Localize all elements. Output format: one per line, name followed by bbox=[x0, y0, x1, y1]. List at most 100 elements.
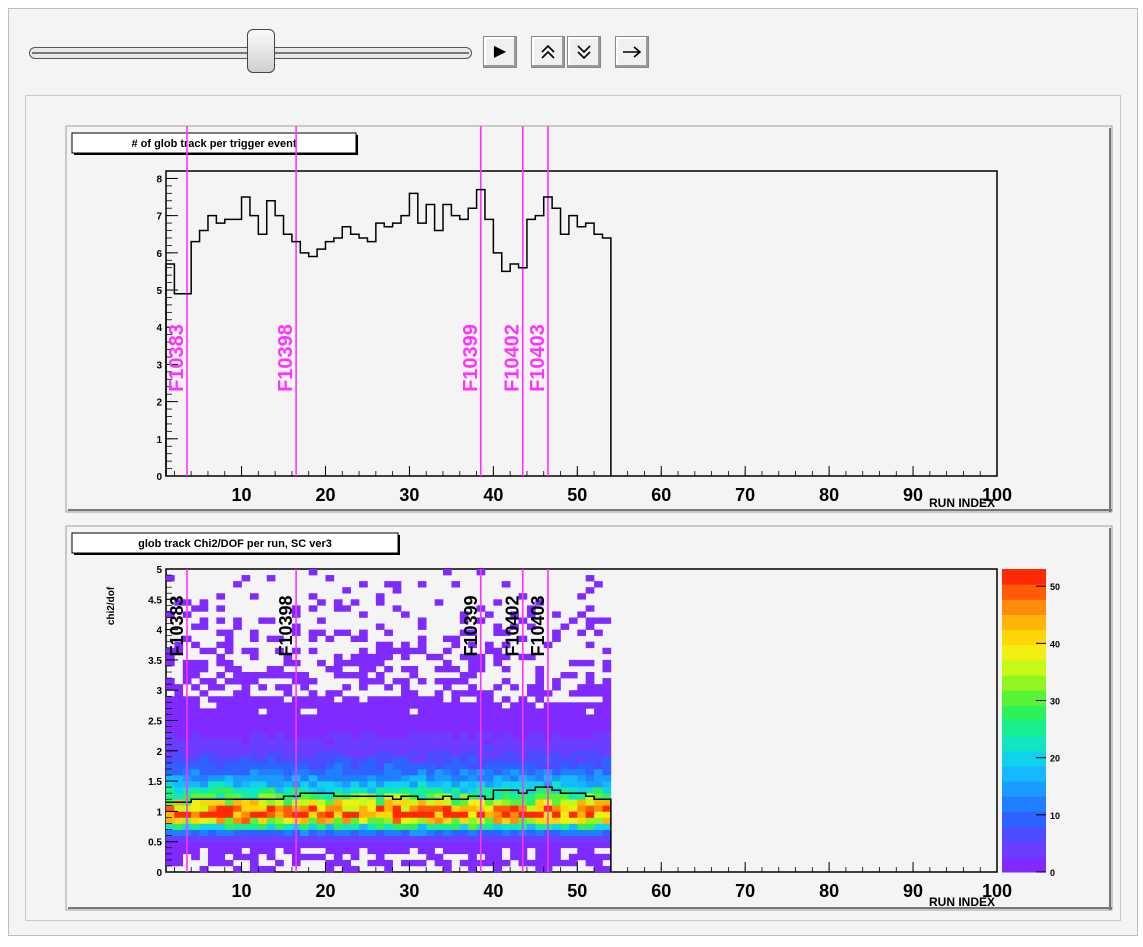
heatmap-cell bbox=[241, 647, 251, 655]
heatmap-cell bbox=[451, 732, 461, 739]
heatmap-cell bbox=[375, 811, 385, 818]
heatmap-cell bbox=[401, 726, 410, 733]
heatmap-cell bbox=[199, 841, 209, 849]
heatmap-cell bbox=[216, 805, 226, 812]
heatmap-cell bbox=[241, 720, 251, 727]
heatmap-cell bbox=[283, 787, 293, 794]
next-button[interactable] bbox=[615, 36, 649, 68]
heatmap-cell bbox=[249, 678, 259, 685]
heatmap-cell bbox=[333, 811, 343, 818]
heatmap-cell bbox=[325, 841, 335, 849]
heatmap-cell bbox=[409, 665, 419, 673]
heatmap-cell bbox=[350, 787, 360, 794]
heatmap-cell bbox=[577, 684, 586, 691]
heatmap-cell bbox=[275, 775, 284, 782]
heatmap-cell bbox=[552, 738, 561, 746]
heatmap-cell bbox=[166, 762, 175, 770]
heatmap-cell bbox=[585, 678, 595, 685]
step-up-button[interactable] bbox=[531, 36, 565, 68]
heatmap-cell bbox=[224, 732, 234, 739]
heatmap-cell bbox=[426, 720, 435, 727]
heatmap-cell bbox=[233, 853, 242, 861]
heatmap-cell bbox=[535, 787, 545, 794]
heatmap-cell bbox=[224, 738, 234, 746]
heatmap-cell bbox=[367, 775, 377, 782]
heatmap-cell bbox=[392, 817, 402, 824]
heatmap-cell bbox=[224, 647, 234, 655]
heatmap-cell bbox=[241, 744, 251, 752]
heatmap-cell bbox=[585, 859, 595, 867]
heatmap-cell bbox=[384, 684, 393, 691]
heatmap-cell bbox=[468, 702, 477, 709]
heatmap-cell bbox=[174, 744, 184, 752]
step-down-button[interactable] bbox=[567, 36, 601, 68]
heatmap-cell bbox=[493, 841, 503, 849]
heatmap-cell bbox=[342, 823, 351, 830]
heatmap-cell bbox=[249, 811, 259, 818]
heatmap-cell bbox=[459, 629, 469, 636]
heatmap-cell bbox=[459, 805, 469, 812]
heatmap-cell bbox=[468, 811, 477, 818]
heatmap-cell bbox=[350, 653, 360, 661]
heatmap-cell bbox=[560, 775, 570, 782]
heatmap-cell bbox=[577, 690, 586, 697]
heatmap-cell bbox=[451, 635, 461, 643]
heatmap-cell bbox=[510, 853, 519, 861]
heatmap-cell bbox=[585, 817, 595, 824]
heatmap-cell bbox=[191, 738, 200, 746]
heatmap-cell bbox=[535, 708, 545, 715]
run-slider-thumb[interactable] bbox=[246, 29, 275, 73]
heatmap-cell bbox=[535, 714, 545, 721]
heatmap-cell bbox=[577, 841, 586, 849]
heatmap-cell bbox=[409, 823, 419, 830]
heatmap-cell bbox=[308, 841, 318, 849]
heatmap-cell bbox=[174, 714, 184, 721]
heatmap-cell bbox=[325, 835, 335, 842]
heatmap-cell bbox=[191, 823, 200, 830]
heatmap-cell bbox=[199, 659, 209, 667]
top-marker-label: F10402 bbox=[502, 324, 524, 392]
heatmap-cell bbox=[501, 744, 511, 752]
heatmap-cell bbox=[526, 823, 536, 830]
heatmap-cell bbox=[526, 835, 536, 842]
heatmap-cell bbox=[275, 708, 284, 715]
heatmap-cell bbox=[459, 823, 469, 830]
heatmap-cell bbox=[459, 617, 469, 624]
heatmap-cell bbox=[325, 750, 335, 758]
heatmap-cell bbox=[585, 714, 595, 721]
heatmap-cell bbox=[224, 817, 234, 824]
heatmap-cell bbox=[560, 702, 570, 709]
heatmap-cell bbox=[443, 569, 452, 576]
bottom-x-tick-label: 10 bbox=[232, 881, 252, 901]
heatmap-cell bbox=[510, 684, 519, 691]
heatmap-cell bbox=[552, 611, 561, 618]
heatmap-cell bbox=[409, 756, 419, 764]
heatmap-cell bbox=[493, 805, 503, 812]
heatmap-cell bbox=[166, 793, 175, 800]
heatmap-cell bbox=[493, 817, 503, 824]
heatmap-cell bbox=[308, 744, 318, 752]
heatmap-cell bbox=[216, 781, 226, 788]
bottom-y-tick-label: 2 bbox=[156, 747, 162, 758]
heatmap-cell bbox=[585, 805, 595, 812]
top-marker-label: F10383 bbox=[166, 324, 188, 392]
heatmap-cell bbox=[585, 775, 595, 782]
heatmap-cell bbox=[577, 768, 586, 776]
heatmap-cell bbox=[552, 768, 561, 776]
heatmap-cell bbox=[602, 744, 612, 752]
heatmap-cell bbox=[401, 835, 410, 842]
heatmap-cell bbox=[568, 659, 578, 667]
top-x-tick-label: 50 bbox=[567, 485, 587, 505]
heatmap-cell bbox=[207, 647, 217, 655]
heatmap-cell bbox=[266, 575, 276, 582]
heatmap-cell bbox=[392, 768, 402, 776]
heatmap-cell bbox=[283, 738, 293, 746]
heatmap-cell bbox=[493, 756, 503, 764]
play-button[interactable]: ▶ bbox=[483, 36, 517, 68]
heatmap-cell bbox=[426, 829, 435, 836]
bottom-y-tick-label: 3 bbox=[156, 686, 162, 697]
heatmap-cell bbox=[392, 647, 402, 655]
heatmap-cell bbox=[216, 859, 226, 867]
heatmap-cell bbox=[283, 714, 293, 721]
heatmap-cell bbox=[216, 829, 226, 836]
